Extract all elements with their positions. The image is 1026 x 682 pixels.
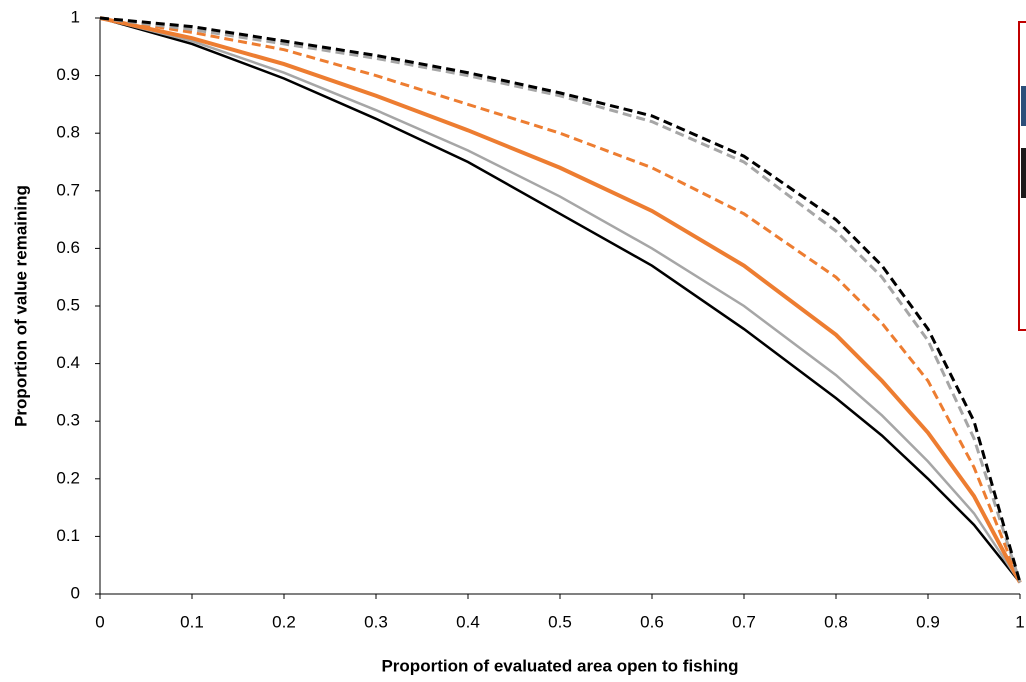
line-series <box>99 16 1021 584</box>
y-axis-title: Proportion of value remaining <box>11 185 30 427</box>
line-series <box>99 16 1022 583</box>
y-tick-label: 0.7 <box>56 180 80 199</box>
y-tick-label: 0 <box>71 583 80 602</box>
x-tick-label: 1 <box>1015 612 1024 631</box>
y-tick-label: 0.9 <box>56 65 80 84</box>
x-tick-label: 0.4 <box>456 612 480 631</box>
y-tick-label: 0.4 <box>56 353 80 372</box>
x-tick-label: 0.3 <box>364 612 388 631</box>
line-series <box>99 16 1022 584</box>
y-tick-label: 0.6 <box>56 238 80 257</box>
line-series <box>99 16 1022 584</box>
x-tick-label: 0.8 <box>824 612 848 631</box>
line-series <box>99 16 1022 583</box>
x-tick-label: 0.5 <box>548 612 572 631</box>
x-tick-label: 0.1 <box>180 612 204 631</box>
line-series <box>99 16 1022 584</box>
y-tick-label: 0.1 <box>56 526 80 545</box>
legend-image <box>1021 148 1026 198</box>
y-tick-label: 0.2 <box>56 468 80 487</box>
x-tick-label: 0.9 <box>916 612 940 631</box>
x-tick-label: 0 <box>95 612 104 631</box>
y-tick-label: 0.8 <box>56 123 80 142</box>
x-axis-title: Proportion of evaluated area open to fis… <box>381 656 738 675</box>
x-tick-label: 0.7 <box>732 612 756 631</box>
y-tick-label: 0.5 <box>56 295 80 314</box>
y-tick-label: 1 <box>71 7 80 26</box>
y-tick-label: 0.3 <box>56 411 80 430</box>
legend-image <box>1021 86 1026 126</box>
x-tick-label: 0.2 <box>272 612 296 631</box>
x-tick-label: 0.6 <box>640 612 664 631</box>
